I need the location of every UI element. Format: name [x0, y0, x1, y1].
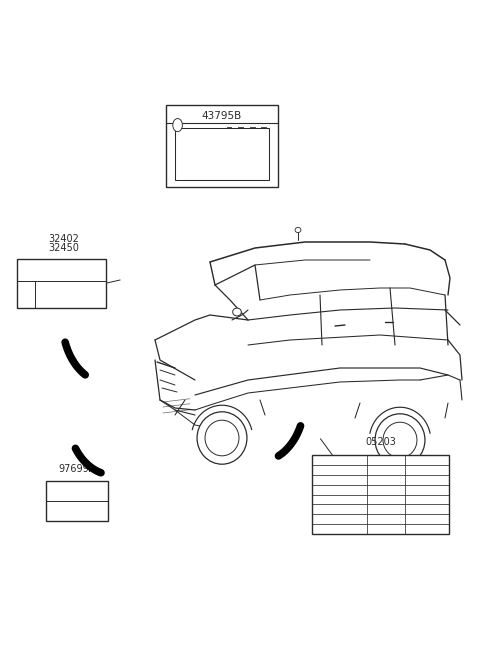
Text: 43795B: 43795B [202, 111, 242, 121]
Text: 05203: 05203 [365, 438, 396, 447]
Ellipse shape [205, 421, 239, 456]
Text: 32450: 32450 [48, 244, 79, 253]
Ellipse shape [233, 308, 241, 316]
FancyBboxPatch shape [46, 481, 108, 521]
FancyBboxPatch shape [166, 105, 278, 187]
Text: 97699A: 97699A [58, 464, 96, 474]
FancyBboxPatch shape [312, 455, 449, 534]
Ellipse shape [295, 227, 301, 233]
FancyBboxPatch shape [17, 259, 106, 308]
Circle shape [173, 119, 182, 132]
Ellipse shape [383, 422, 417, 458]
Ellipse shape [197, 412, 247, 464]
FancyBboxPatch shape [175, 128, 269, 180]
Text: 32402: 32402 [48, 234, 79, 244]
Ellipse shape [375, 414, 425, 466]
